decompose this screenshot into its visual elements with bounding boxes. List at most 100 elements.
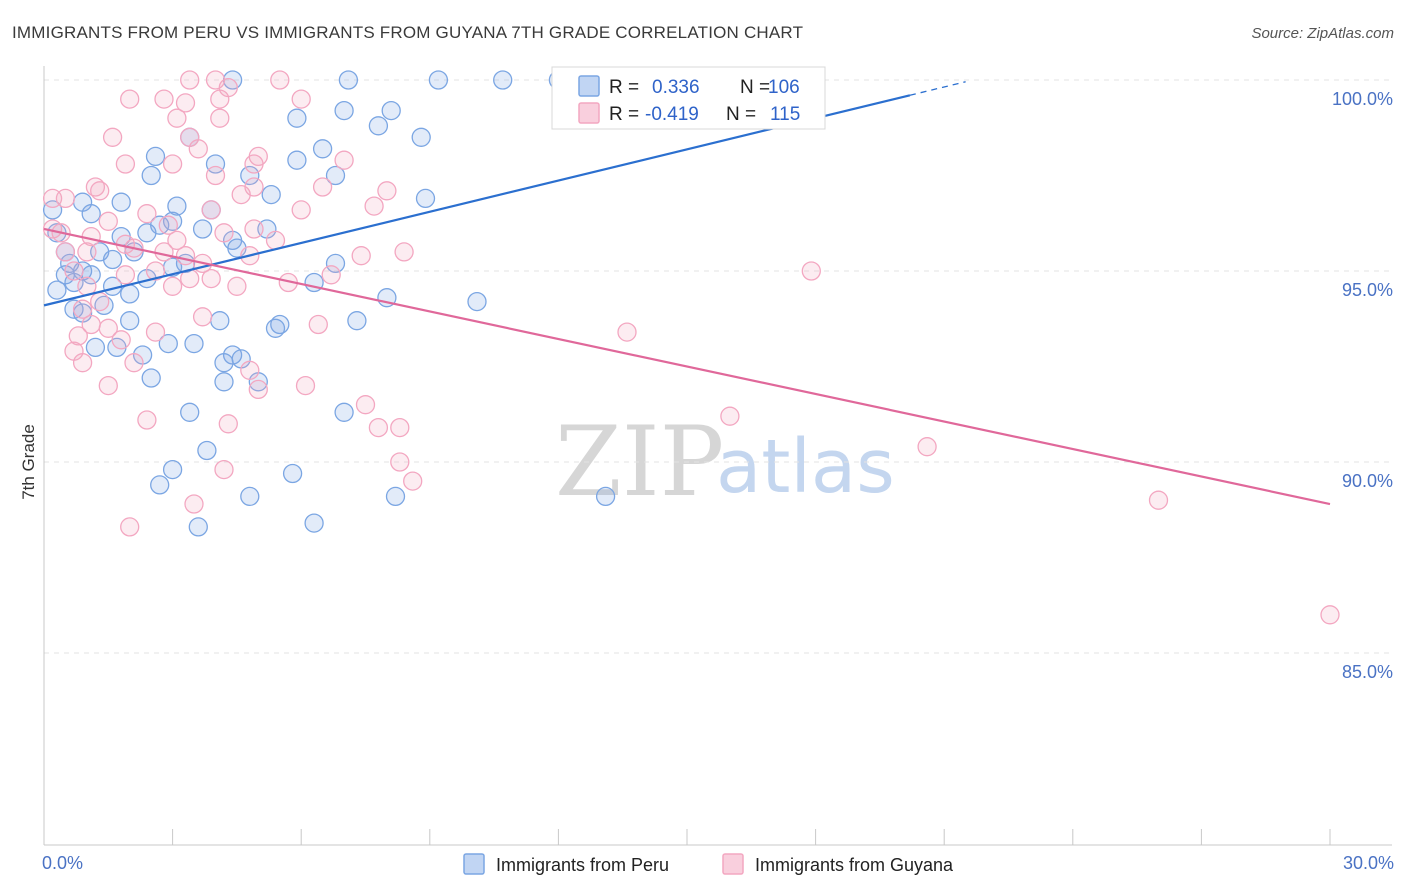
peru-point-11 <box>368 116 389 136</box>
guyana-point-17 <box>162 154 183 174</box>
peru-point-32 <box>137 223 157 243</box>
x-tick-labels: 0.0% 30.0% <box>42 853 1394 873</box>
guyana-point-84 <box>720 406 740 426</box>
peru-point-80 <box>282 463 303 484</box>
guyana-point-53 <box>115 265 136 285</box>
y-axis-label: 7th Grade <box>19 424 38 500</box>
peru-point-18 <box>141 165 161 186</box>
guyana-point-87 <box>214 459 234 480</box>
peru-point-60 <box>210 311 230 331</box>
peru-point-15 <box>145 146 166 167</box>
peru-point-85 <box>304 513 324 533</box>
guyana-point-27 <box>55 188 76 209</box>
peru-point-20 <box>325 165 346 186</box>
peru-point-41 <box>102 249 123 270</box>
guyana-point-38 <box>167 230 187 251</box>
legend-guyana-n-label: N = <box>726 104 756 125</box>
peru-point-13 <box>411 127 431 147</box>
trend-lines <box>43 81 1331 506</box>
y-tick-label-0: 100.0% <box>1332 89 1393 109</box>
bottom-legend-peru: Immigrants from Peru <box>496 855 669 875</box>
guyana-point-24 <box>90 181 110 201</box>
legend-peru-n-label: N = <box>740 77 770 98</box>
peru-point-22 <box>111 192 131 212</box>
guyana-point-61 <box>162 276 183 296</box>
peru-point-19 <box>240 165 260 186</box>
peru-point-16 <box>205 154 226 174</box>
peru-point-8 <box>334 100 354 121</box>
peru-point-10 <box>287 108 307 128</box>
peru-point-14 <box>312 139 333 159</box>
guyana-point-82 <box>137 410 157 430</box>
guyana-point-85 <box>917 437 937 457</box>
guyana-point-4 <box>120 89 140 109</box>
peru-point-79 <box>162 459 183 480</box>
peru-point-0 <box>338 70 359 90</box>
guyana-point-92 <box>1320 605 1340 625</box>
guyana-point-52 <box>64 261 84 281</box>
guyana-point-21 <box>312 177 333 197</box>
guyana-point-49 <box>394 242 414 262</box>
legend-peru-r-label: R = <box>609 77 639 98</box>
peru-point-77 <box>334 402 354 422</box>
peru-point-61 <box>120 311 140 331</box>
peru-point-17 <box>287 150 307 170</box>
peru-point-84 <box>595 486 616 507</box>
guyana-point-91 <box>1148 490 1169 510</box>
guyana-point-70 <box>68 326 88 346</box>
guyana-point-73 <box>124 353 144 373</box>
peru-point-9 <box>381 100 401 121</box>
peru-point-64 <box>347 311 367 331</box>
guyana-point-59 <box>90 291 110 312</box>
guyana-point-79 <box>355 395 376 415</box>
guyana-point-81 <box>390 417 410 438</box>
guyana-point-0 <box>180 70 200 90</box>
watermark-atlas: atlas <box>716 424 895 510</box>
guyana-point-56 <box>321 265 341 285</box>
guyana-point-48 <box>351 246 371 266</box>
guyana-point-10 <box>210 108 230 128</box>
guyana-point-67 <box>98 318 118 338</box>
peru-point-53 <box>47 280 67 300</box>
peru-point-66 <box>184 333 204 354</box>
bottom-legend: Immigrants from Peru Immigrants from Guy… <box>463 853 954 875</box>
guyana-point-7 <box>291 89 311 109</box>
guyana-point-22 <box>377 181 397 201</box>
peru-trend-extension <box>909 81 966 96</box>
bottom-legend-guyana: Immigrants from Guyana <box>755 855 954 875</box>
guyana-point-71 <box>617 322 637 342</box>
guyana-point-83 <box>218 414 238 434</box>
guyana-point-39 <box>214 223 234 243</box>
guyana-point-30 <box>137 204 157 224</box>
peru-point-78 <box>197 440 217 461</box>
guyana-point-15 <box>334 150 354 170</box>
guyana-point-86 <box>390 452 410 472</box>
guyana-point-69 <box>111 330 131 350</box>
guyana-point-60 <box>72 299 93 319</box>
guyana-point-16 <box>115 154 136 174</box>
guyana-point-2 <box>270 70 290 90</box>
peru-point-24 <box>167 196 187 216</box>
series-guyana-points <box>42 70 1340 625</box>
chart-source: Source: ZipAtlas.com <box>1251 25 1394 42</box>
peru-point-34 <box>42 200 63 220</box>
peru-point-27 <box>81 204 101 224</box>
peru-point-72 <box>214 353 234 373</box>
legend-guyana-r-label: R = <box>609 104 639 125</box>
guyana-point-32 <box>98 211 118 231</box>
peru-point-74 <box>214 372 234 392</box>
peru-point-2 <box>493 70 513 90</box>
guyana-trend-line <box>43 227 1331 506</box>
guyana-point-18 <box>244 154 264 174</box>
peru-point-26 <box>415 188 436 209</box>
guyana-point-29 <box>364 196 384 216</box>
peru-point-81 <box>150 475 170 495</box>
legend-guyana-r-value: -0.419 <box>645 104 699 125</box>
peru-point-68 <box>85 337 106 358</box>
peru-point-83 <box>385 486 406 507</box>
guyana-point-8 <box>210 89 230 109</box>
guyana-point-42 <box>55 242 76 262</box>
guyana-point-46 <box>175 246 196 266</box>
guyana-point-57 <box>801 261 821 281</box>
peru-point-54 <box>120 284 140 304</box>
